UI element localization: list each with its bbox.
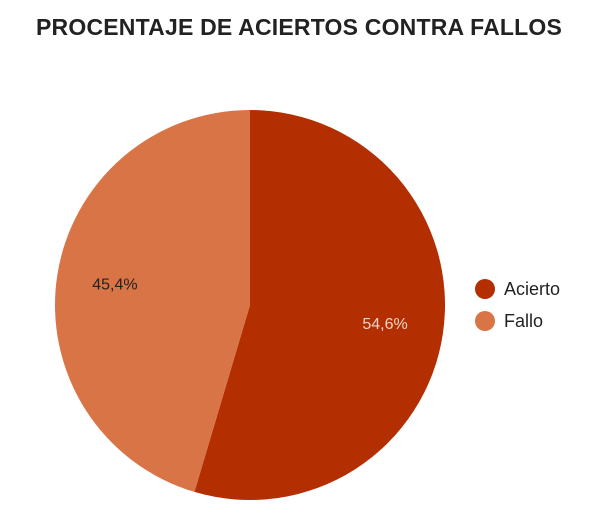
legend-label-fallo: Fallo — [504, 310, 544, 331]
slice-label-fallo: 45,4% — [92, 277, 137, 294]
legend-label-acierto: Acierto — [504, 278, 561, 299]
legend-swatch-acierto — [475, 279, 495, 299]
legend-swatch-fallo — [475, 311, 495, 331]
chart-legend: Acierto Fallo — [475, 278, 560, 332]
legend-item-fallo[interactable]: Fallo — [475, 310, 560, 332]
pie-slice-fallo[interactable] — [54, 110, 251, 492]
slice-label-acierto: 54,6% — [362, 316, 407, 333]
chart-title: PROCENTAJE DE ACIERTOS CONTRA FALLOS — [36, 14, 563, 40]
legend-item-acierto[interactable]: Acierto — [475, 278, 560, 300]
pie-slice-acierto[interactable] — [194, 110, 445, 500]
